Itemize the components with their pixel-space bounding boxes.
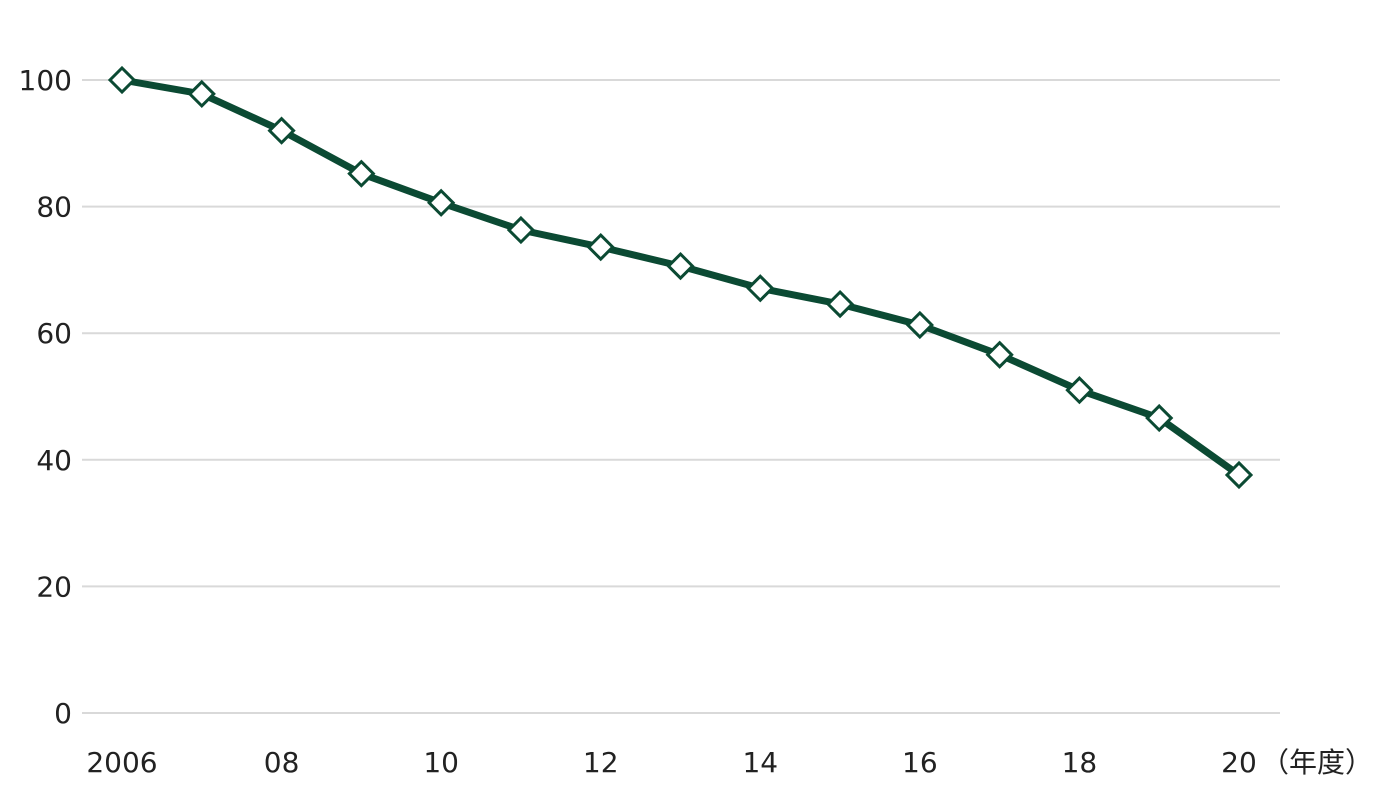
x-axis-unit-label: （年度） (1261, 746, 1373, 779)
y-tick-label: 20 (36, 570, 72, 603)
gridlines (82, 79, 1280, 714)
data-point-marker (905, 310, 934, 340)
data-point-marker (506, 215, 536, 245)
data-point-marker (1224, 460, 1254, 490)
y-tick-label: 0 (54, 697, 72, 730)
x-axis-tick-labels: 2006 08 10 12 14 16 18 20 (86, 746, 1256, 779)
x-tick-label: 08 (264, 746, 300, 779)
data-point-marker (746, 274, 775, 303)
data-point-marker (586, 232, 615, 262)
data-point-marker (107, 65, 137, 95)
data-point-marker (825, 289, 855, 319)
x-tick-label: 10 (423, 746, 459, 779)
x-tick-label: 14 (742, 746, 778, 779)
data-point-marker (347, 159, 376, 188)
y-tick-label: 100 (19, 64, 72, 97)
x-tick-label: 16 (902, 746, 938, 779)
y-axis-tick-labels: 0 20 40 60 80 100 (19, 64, 72, 730)
x-tick-label: 2006 (86, 746, 157, 779)
data-point-marker (985, 340, 1014, 369)
y-tick-label: 60 (36, 317, 72, 350)
data-point-marker (187, 79, 216, 109)
data-point-marker (1145, 403, 1174, 433)
data-point-markers (107, 65, 1254, 490)
data-point-marker (427, 188, 456, 217)
data-point-marker (1065, 376, 1094, 405)
data-point-marker (267, 116, 296, 145)
data-point-marker (666, 251, 695, 281)
x-tick-label: 20 (1221, 746, 1257, 779)
x-tick-label: 12 (583, 746, 619, 779)
x-tick-label: 18 (1062, 746, 1098, 779)
y-tick-label: 80 (36, 191, 72, 224)
y-tick-label: 40 (36, 444, 72, 477)
